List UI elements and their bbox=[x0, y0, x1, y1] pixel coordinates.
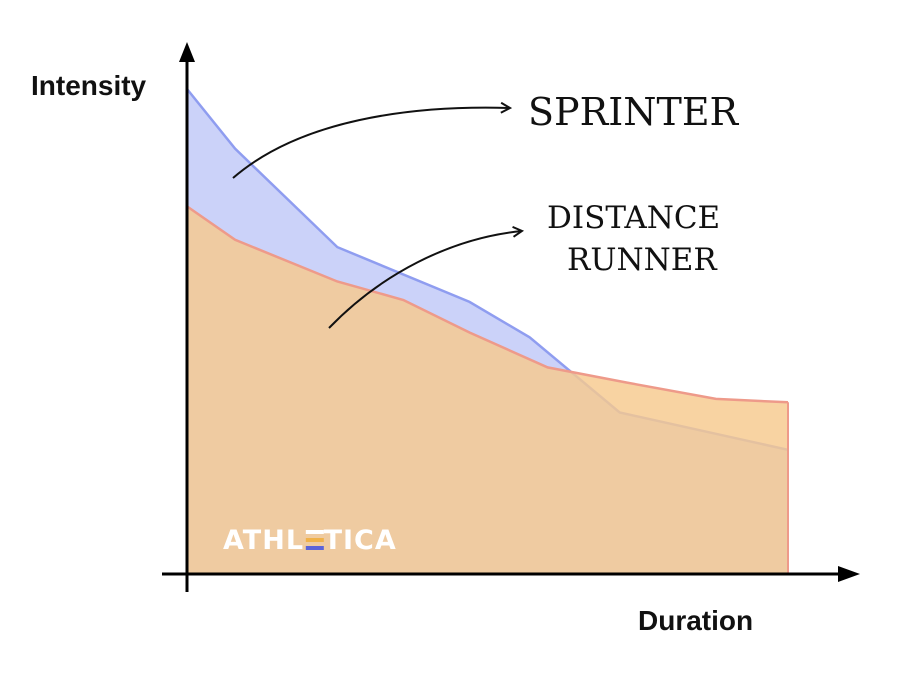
logo-text-part2: TICA bbox=[324, 525, 397, 556]
y-axis-arrowhead bbox=[179, 42, 195, 62]
distance-runner-annotation-line1: DISTANCE bbox=[547, 200, 720, 236]
distance-runner-annotation-line2: RUNNER bbox=[567, 242, 718, 278]
plot-area bbox=[186, 88, 789, 574]
logo-e-bar-top bbox=[305, 530, 324, 534]
distance-runner-annotation-arrow bbox=[328, 231, 522, 329]
x-axis-arrowhead bbox=[838, 566, 860, 582]
logo-e-bar-bottom bbox=[305, 546, 324, 550]
sprinter-annotation: SPRINTER bbox=[528, 90, 740, 134]
x-axis-label: Duration bbox=[638, 605, 753, 636]
sprinter-annotation-arrow bbox=[232, 108, 510, 179]
logo-e-bar-middle bbox=[305, 538, 324, 542]
logo-text-part1: ATHL bbox=[223, 525, 303, 556]
series-area-distance-runner bbox=[187, 206, 788, 574]
y-axis-label: Intensity bbox=[31, 70, 147, 101]
athletica-logo: ATHL TICA bbox=[223, 525, 397, 556]
series-line-distance-runner bbox=[186, 205, 789, 404]
